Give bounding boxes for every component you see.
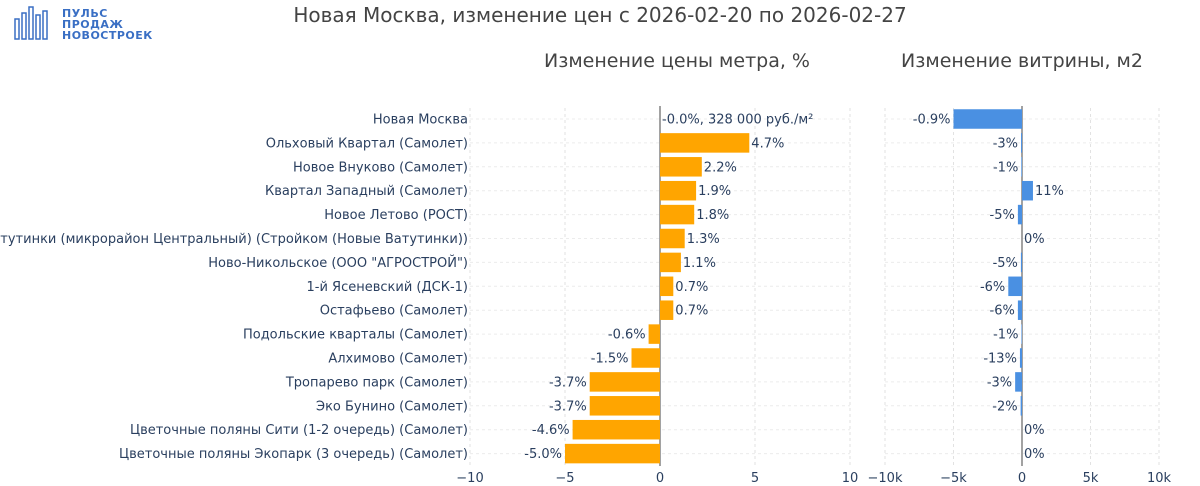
stock-bar <box>1020 252 1022 273</box>
category-label: Новое Летово (РОСТ) <box>324 208 468 223</box>
stock-bar <box>1021 133 1022 153</box>
price-bar-label: 1.1% <box>683 256 716 271</box>
stock-bar-label: -0.9% <box>913 113 951 128</box>
price-bar <box>660 157 702 177</box>
stock-bar-label: -6% <box>980 280 1005 295</box>
category-label: Новое Внуково (Самолет) <box>293 160 468 175</box>
price-x-tick-label: 5 <box>751 471 759 486</box>
price-bar-label: 4.7% <box>751 136 784 151</box>
stock-bar <box>1017 204 1022 225</box>
stock-x-tick-label: −5k <box>940 471 967 486</box>
stock-bar <box>953 109 1022 129</box>
category-label: Алхимово (Самолет) <box>328 352 468 367</box>
stock-bar <box>1017 300 1022 320</box>
price-bar-label: 1.9% <box>698 184 731 199</box>
logo-text: ПУЛЬС ПРОДАЖ НОВОСТРОЕК <box>62 8 153 41</box>
price-x-tick-label: 0 <box>656 471 664 486</box>
stock-bar-label: -1% <box>993 160 1018 175</box>
stock-x-tick-label: 10k <box>1147 471 1172 486</box>
stock-bar <box>1019 348 1022 368</box>
stock-bar-label: -5% <box>993 256 1018 271</box>
price-bar <box>631 348 660 368</box>
stock-bar <box>1022 180 1033 201</box>
stock-bar-label: -3% <box>987 375 1012 390</box>
stock-x-tick-label: −10k <box>868 471 903 486</box>
stock-bar <box>1008 276 1022 297</box>
stock-bar-label: 0% <box>1024 232 1045 247</box>
price-bar-label: -4.6% <box>532 423 570 438</box>
logo-line-3: НОВОСТРОЕК <box>62 29 153 42</box>
price-bar-label: -5.0% <box>524 447 562 462</box>
price-bar-label: -0.0%, 328 000 руб./м² <box>662 113 813 128</box>
page-title: Новая Москва, изменение цен с 2026-02-20… <box>293 3 907 27</box>
stock-bar-label: 0% <box>1024 447 1045 462</box>
stock-bar-label: -1% <box>993 328 1018 343</box>
price-bar-label: -1.5% <box>591 352 629 367</box>
price-chart-title: Изменение цены метра, % <box>544 50 810 72</box>
logo-bars-icon <box>14 6 48 40</box>
stock-bar-label: -2% <box>992 399 1017 414</box>
category-label: Цветочные поляны Сити (1-2 очередь) (Сам… <box>130 423 468 438</box>
stock-bar-label: 0% <box>1024 423 1045 438</box>
stock-bar <box>1021 324 1022 344</box>
price-x-tick-label: −10 <box>456 471 483 486</box>
stock-bar-label: -13% <box>983 352 1017 367</box>
price-bar <box>660 204 695 225</box>
stock-bar-label: -6% <box>990 304 1015 319</box>
stock-x-tick-label: 5k <box>1083 471 1099 486</box>
logo: ПУЛЬС ПРОДАЖ НОВОСТРОЕК <box>14 5 164 43</box>
category-label: Ново-Никольское (ООО "АГРОСТРОЙ") <box>208 255 468 271</box>
price-x-tick-label: 10 <box>842 471 859 486</box>
price-bar-label: 0.7% <box>675 304 708 319</box>
price-bar-label: -0.6% <box>608 328 646 343</box>
stock-bar <box>1015 372 1022 392</box>
category-label: 1-й Ясеневский (ДСК-1) <box>307 280 468 295</box>
logo-line-2: ПРОДАЖ <box>62 18 124 31</box>
price-bar-label: -3.7% <box>549 375 587 390</box>
logo-line-1: ПУЛЬС <box>62 7 108 20</box>
stock-bar-label: -5% <box>990 208 1015 223</box>
stock-bar <box>1021 157 1022 177</box>
price-bar <box>660 300 674 320</box>
stock-x-tick-label: 0 <box>1018 471 1026 486</box>
category-label: Квартал Западный (Самолет) <box>265 184 468 199</box>
price-bar-label: -3.7% <box>549 399 587 414</box>
stock-bar-label: -3% <box>993 136 1018 151</box>
price-bar-label: 2.2% <box>704 160 737 175</box>
price-bar <box>648 324 660 344</box>
price-bar-label: 1.3% <box>687 232 720 247</box>
price-bar-label: 0.7% <box>675 280 708 295</box>
price-bar <box>565 443 660 464</box>
price-bar <box>660 180 697 201</box>
category-label: Тропарево парк (Самолет) <box>285 375 468 390</box>
category-label: Ольховый Квартал (Самолет) <box>266 136 468 151</box>
price-x-tick-label: −5 <box>555 471 574 486</box>
category-label: Цветочные поляны Экопарк (3 очередь) (Са… <box>119 447 468 462</box>
price-bar <box>660 276 674 297</box>
price-bar <box>572 419 660 440</box>
price-bar <box>589 396 660 416</box>
category-label: Остафьево (Самолет) <box>320 304 468 319</box>
price-bar <box>589 372 660 392</box>
price-bar <box>660 133 750 153</box>
stock-bar-label: 11% <box>1035 184 1064 199</box>
stock-chart-title: Изменение витрины, м2 <box>901 50 1143 72</box>
price-bar-label: 1.8% <box>696 208 729 223</box>
category-label: Подольские кварталы (Самолет) <box>243 328 468 343</box>
price-bar <box>660 252 681 273</box>
category-label: Эко Бунино (Самолет) <box>316 399 468 414</box>
stock-bar <box>1020 396 1022 416</box>
category-label: Новая Москва <box>373 113 468 128</box>
category-label: Новые Ватутинки (микрорайон Центральный)… <box>0 232 468 247</box>
price-bar <box>660 228 685 249</box>
